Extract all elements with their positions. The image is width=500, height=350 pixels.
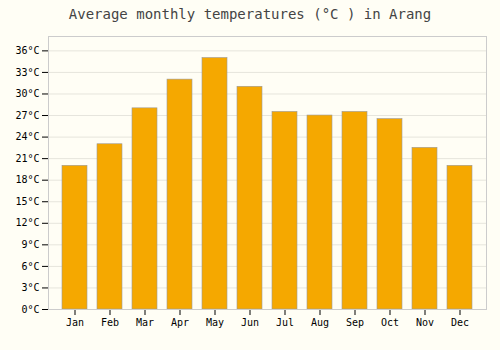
svg-text:6°C: 6°C [21, 261, 39, 272]
svg-text:Sep: Sep [346, 317, 364, 328]
svg-text:Mar: Mar [136, 317, 154, 328]
svg-text:Feb: Feb [101, 317, 119, 328]
html-text:Average monthly temperatures (: Average monthly temperatures (°C ) in Ar… [68, 6, 432, 22]
svg-text:0°C: 0°C [21, 304, 39, 315]
svg-text:33°C: 33°C [15, 67, 39, 78]
svg-text:15°C: 15°C [15, 196, 39, 207]
svg-text:Jun: Jun [241, 317, 259, 328]
svg-text:3°C: 3°C [21, 282, 39, 293]
svg-text:21°C: 21°C [15, 153, 39, 164]
svg-text:Dec: Dec [451, 317, 469, 328]
svg-text:36°C: 36°C [15, 45, 39, 56]
svg-text:30°C: 30°C [15, 88, 39, 99]
svg-text:May: May [206, 317, 224, 328]
svg-text:Jan: Jan [66, 317, 84, 328]
svg-text:18°C: 18°C [15, 174, 39, 185]
svg-text:12°C: 12°C [15, 217, 39, 228]
svg-text:Aug: Aug [311, 317, 329, 328]
svg-text:24°C: 24°C [15, 131, 39, 142]
svg-text:9°C: 9°C [21, 239, 39, 250]
svg-text:Nov: Nov [416, 317, 434, 328]
svg-text:27°C: 27°C [15, 110, 39, 121]
svg-text:Apr: Apr [171, 317, 189, 328]
svg-text:Jul: Jul [276, 317, 294, 328]
svg-text:Oct: Oct [381, 317, 399, 328]
